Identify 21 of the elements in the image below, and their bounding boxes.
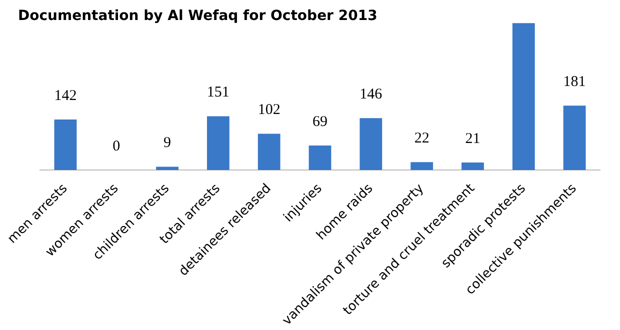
data-label: 151: [206, 84, 230, 101]
bar: [206, 116, 230, 170]
bar: [360, 118, 382, 170]
data-label: 22: [414, 130, 430, 147]
data-label: 181: [563, 74, 586, 90]
bar: [512, 23, 535, 170]
bar: [410, 162, 434, 170]
bar: [54, 120, 77, 170]
bar: [462, 162, 484, 170]
bar: [308, 145, 332, 170]
data-label: 9: [164, 135, 172, 152]
data-label: 69: [312, 114, 328, 130]
bar: [258, 134, 280, 170]
data-label: 0: [112, 138, 120, 154]
bar: [156, 166, 178, 170]
bar: [563, 106, 586, 170]
data-label: 146: [360, 86, 383, 103]
data-label: 142: [54, 88, 77, 104]
data-label: 21: [465, 130, 480, 147]
data-label: 102: [258, 102, 280, 118]
chart-title: Documentation by Al Wefaq for October 2013: [18, 8, 378, 24]
